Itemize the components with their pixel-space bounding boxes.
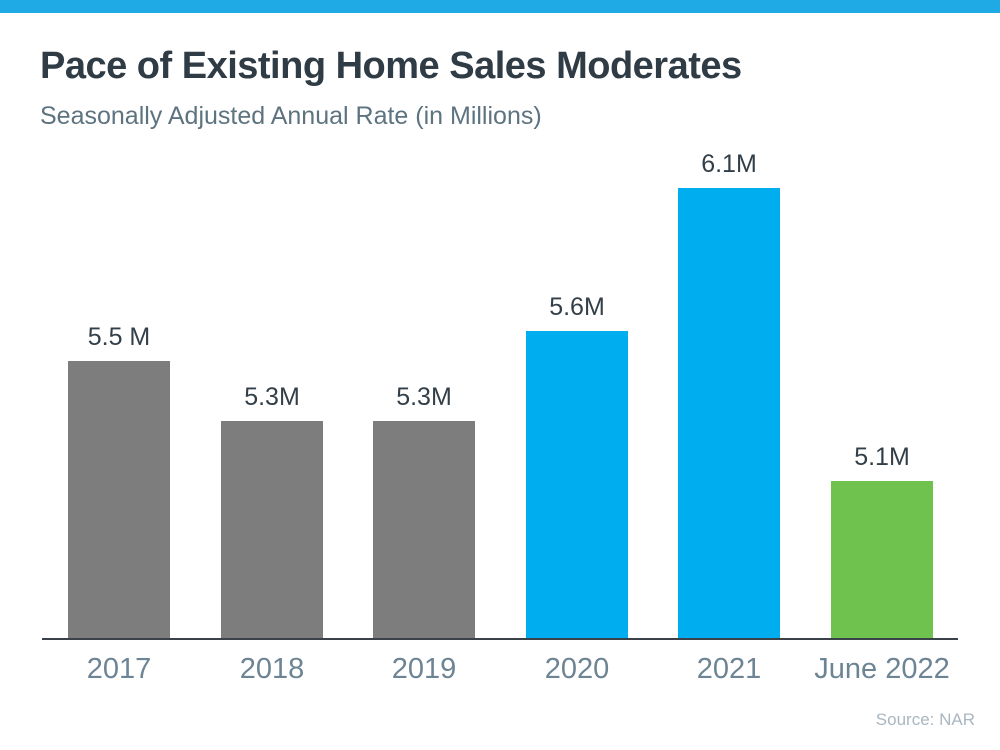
bar-group-2020: 5.6M xyxy=(526,150,628,638)
bar-group-june-2022: 5.1M xyxy=(831,150,933,638)
x-axis-line xyxy=(42,638,958,640)
x-axis-label-2021: 2021 xyxy=(696,653,762,685)
x-axis-label-2017: 2017 xyxy=(86,653,152,685)
bar-june-2022 xyxy=(831,481,933,638)
bar-2019 xyxy=(373,421,475,638)
source-credit: Source: NAR xyxy=(875,710,975,729)
bar-2020 xyxy=(526,331,628,638)
bar-group-2018: 5.3M xyxy=(221,150,323,638)
x-axis-label-june-2022: June 2022 xyxy=(814,653,950,685)
bar-2018 xyxy=(221,421,323,638)
plot-area: 5.5 M 5.3M 5.3M 5.6M 6.1M 5.1M xyxy=(0,150,1000,640)
chart-subtitle: Seasonally Adjusted Annual Rate (in Mill… xyxy=(40,102,542,130)
x-axis-label-2018: 2018 xyxy=(239,653,305,685)
chart-title: Pace of Existing Home Sales Moderates xyxy=(40,45,742,87)
bar-group-2021: 6.1M xyxy=(678,150,780,638)
bar-value-label-2021: 6.1M xyxy=(701,150,757,178)
x-axis-label-2020: 2020 xyxy=(544,653,610,685)
bar-value-label-2017: 5.5 M xyxy=(87,323,151,351)
bar-value-label-2019: 5.3M xyxy=(396,383,452,411)
bar-group-2019: 5.3M xyxy=(373,150,475,638)
bar-value-label-2020: 5.6M xyxy=(549,293,605,321)
bar-value-label-june-2022: 5.1M xyxy=(854,443,910,471)
bar-2021 xyxy=(678,188,780,638)
x-axis-label-2019: 2019 xyxy=(391,653,457,685)
bar-value-label-2018: 5.3M xyxy=(244,383,300,411)
accent-strip xyxy=(0,0,1000,13)
bar-2017 xyxy=(68,361,170,638)
bar-group-2017: 5.5 M xyxy=(68,150,170,638)
